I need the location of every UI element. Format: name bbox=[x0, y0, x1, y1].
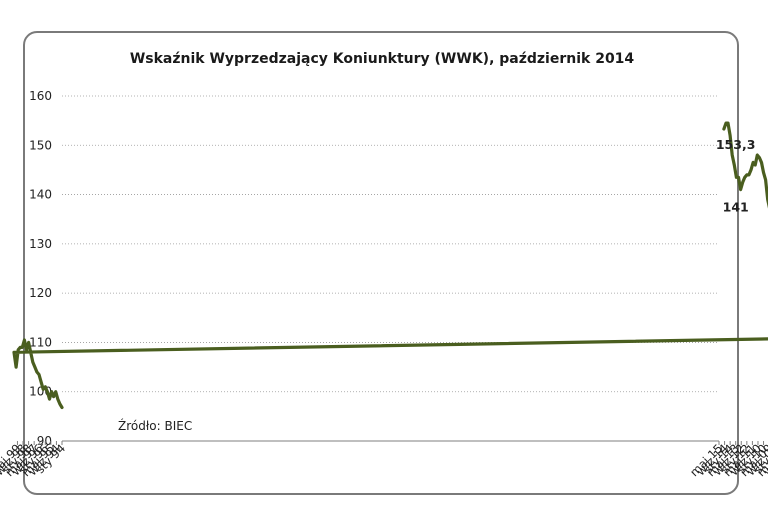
gridlines bbox=[62, 95, 719, 393]
y-tick-label: 110 bbox=[29, 335, 52, 349]
annotations: 141 153,3 bbox=[716, 137, 756, 215]
source-note: Źródło: BIEC bbox=[118, 418, 192, 433]
annotation-label: 141 bbox=[723, 200, 749, 215]
y-tick-label: 150 bbox=[29, 138, 52, 152]
y-tick-label: 120 bbox=[29, 286, 52, 300]
y-tick-label: 130 bbox=[29, 237, 52, 251]
annotation-label: 153,3 bbox=[716, 137, 756, 152]
y-tick-label: 140 bbox=[29, 188, 52, 202]
chart-title: Wskaźnik Wyprzedzający Koniunktury (WWK)… bbox=[130, 51, 635, 67]
series-group bbox=[12, 121, 768, 410]
series-line bbox=[12, 121, 768, 410]
y-tick-label: 90 bbox=[37, 434, 52, 448]
chart-frame bbox=[23, 31, 739, 495]
y-tick-label: 160 bbox=[29, 89, 52, 103]
